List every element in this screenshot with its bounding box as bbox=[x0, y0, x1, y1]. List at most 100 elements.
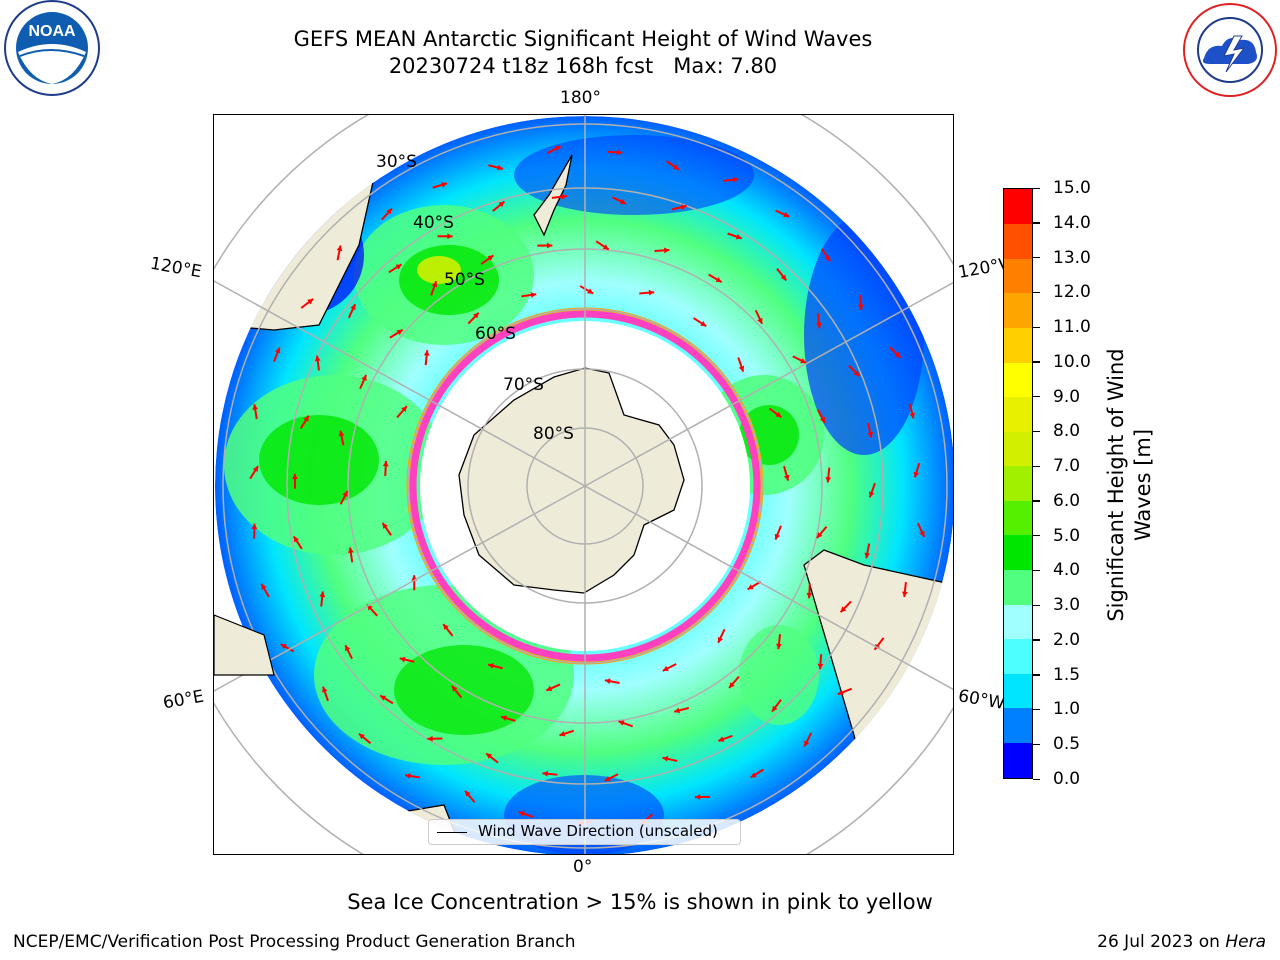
noaa-logo-icon: NOAA bbox=[4, 0, 100, 96]
wave-arrow-head bbox=[561, 193, 567, 200]
wave-arrow-head bbox=[837, 689, 844, 696]
colorbar-segment bbox=[1004, 604, 1032, 640]
colorbar-segment bbox=[1004, 673, 1032, 709]
wave-arrow-head bbox=[913, 471, 920, 478]
wave-arrow-head bbox=[662, 665, 669, 672]
wave-arrow-head bbox=[700, 320, 707, 327]
wave-arrow-head bbox=[783, 211, 790, 218]
colorbar-tick bbox=[1033, 569, 1040, 572]
wave-arrow-head bbox=[806, 592, 813, 599]
wind-wave-arrows bbox=[249, 145, 926, 826]
lat-label-70s: 70°S bbox=[503, 375, 544, 395]
wave-arrow-head bbox=[293, 536, 300, 543]
wave-arrow-head bbox=[350, 304, 356, 311]
wave-arrow-head bbox=[715, 276, 722, 283]
colorbar-segment bbox=[1004, 361, 1032, 398]
colorbar-tick-label: 10.0 bbox=[1053, 351, 1091, 372]
colorbar-tick-label: 0.0 bbox=[1053, 769, 1081, 789]
wave-arrow-head bbox=[319, 591, 326, 598]
wave-arrow-head bbox=[919, 530, 925, 537]
wave-arrow-head bbox=[486, 753, 493, 759]
wave-arrow-head bbox=[447, 233, 453, 240]
wave-arrow-head bbox=[864, 552, 871, 559]
footer-date: 26 Jul 2023 on Hera bbox=[1097, 932, 1266, 952]
wave-arrow-head bbox=[386, 208, 392, 215]
wave-arrow-head bbox=[261, 583, 267, 590]
wave-arrow-head bbox=[648, 289, 655, 296]
colorbar-tick bbox=[1033, 674, 1040, 676]
wave-arrow-head bbox=[464, 790, 471, 797]
wave-arrow-head bbox=[382, 460, 389, 467]
wave-arrow-head bbox=[894, 352, 901, 358]
colorbar-tick bbox=[1033, 535, 1040, 537]
new-zealand-landmass bbox=[533, 154, 573, 237]
wave-arrow-head bbox=[427, 735, 433, 742]
wave-arrow-head bbox=[747, 584, 754, 590]
wave-arrow-head bbox=[909, 412, 915, 419]
colorbar-segment bbox=[1004, 189, 1032, 225]
colorbar-segment bbox=[1004, 569, 1032, 605]
wave-arrow-head bbox=[382, 522, 388, 529]
wave-arrow-head bbox=[816, 322, 822, 329]
colorbar-tick bbox=[1033, 708, 1040, 711]
map-legend: Wind Wave Direction (unscaled) bbox=[428, 819, 741, 845]
colorbar-tick bbox=[1033, 778, 1040, 780]
wave-arrow-head bbox=[280, 644, 287, 650]
lon-label-60e: 60°E bbox=[161, 686, 206, 714]
wave-arrow-head bbox=[618, 720, 625, 726]
wave-arrow-head bbox=[800, 358, 807, 364]
colorbar-tick bbox=[1033, 291, 1040, 294]
colorbar-tick-label: 11.0 bbox=[1053, 317, 1091, 338]
wave-arrow-head bbox=[252, 466, 259, 473]
legend-label: Wind Wave Direction (unscaled) bbox=[478, 822, 718, 840]
colorbar-label-line1: Significant Height of Wind bbox=[1104, 348, 1128, 622]
wave-arrow-head bbox=[774, 533, 781, 540]
wave-arrow-head bbox=[546, 685, 553, 691]
wave-arrow-head bbox=[620, 199, 627, 205]
lon-label-60w: 60°W bbox=[956, 686, 1007, 714]
wave-arrow-head bbox=[783, 474, 790, 481]
colorbar-tick bbox=[1033, 361, 1040, 363]
lat-label-30s: 30°S bbox=[376, 152, 417, 172]
noaa-logo-text: NOAA bbox=[28, 23, 76, 40]
colorbar-label: Significant Height of Wind Waves [m] bbox=[1103, 348, 1157, 621]
lat-label-50s: 50°S bbox=[444, 270, 485, 290]
title-line-1: GEFS MEAN Antarctic Significant Height o… bbox=[293, 27, 873, 51]
colorbar-segment bbox=[1004, 707, 1032, 743]
wave-arrow-head bbox=[322, 686, 328, 693]
colorbar-tick bbox=[1033, 326, 1040, 328]
wave-arrow-head bbox=[542, 770, 548, 777]
wave-arrow-head bbox=[817, 663, 824, 670]
wave-arrow-head bbox=[554, 146, 561, 152]
colorbar-tick-label: 5.0 bbox=[1053, 525, 1081, 546]
wave-arrow-head bbox=[358, 733, 365, 740]
wave-arrow-head bbox=[488, 663, 494, 669]
wave-arrow-head bbox=[775, 411, 782, 418]
title-line-2: 20230724 t18z 168h fcst Max: 7.80 bbox=[388, 54, 778, 78]
lon-label-120e: 120°E bbox=[148, 253, 204, 283]
wave-arrow-head bbox=[604, 775, 611, 782]
wave-arrow-head bbox=[307, 298, 314, 305]
wave-arrow-head bbox=[901, 591, 908, 598]
wave-arrow-head bbox=[251, 523, 258, 529]
wave-arrow-head bbox=[274, 347, 281, 354]
colorbar-segment bbox=[1004, 223, 1032, 259]
wave-arrow-head bbox=[396, 329, 403, 335]
wave-arrow-head bbox=[336, 245, 343, 252]
nws-logo-icon bbox=[1183, 3, 1277, 97]
wave-arrow-head bbox=[858, 304, 864, 310]
colorbar-tick bbox=[1033, 604, 1040, 606]
lon-label-0: 0° bbox=[573, 857, 593, 877]
wave-arrow-head bbox=[441, 182, 448, 188]
lat-label-80s: 80°S bbox=[533, 424, 574, 444]
polar-map bbox=[214, 115, 953, 854]
wave-arrow-head bbox=[867, 431, 874, 438]
wave-arrow-head bbox=[757, 317, 763, 324]
wave-arrow-head bbox=[587, 288, 594, 294]
wave-arrow-head bbox=[824, 255, 831, 262]
wave-arrow-head bbox=[342, 490, 348, 497]
wave-arrow-head bbox=[738, 365, 745, 372]
wave-arrow-head bbox=[732, 176, 739, 183]
colorbar-tick-label: 14.0 bbox=[1053, 212, 1091, 233]
colorbar-segment bbox=[1004, 292, 1032, 328]
